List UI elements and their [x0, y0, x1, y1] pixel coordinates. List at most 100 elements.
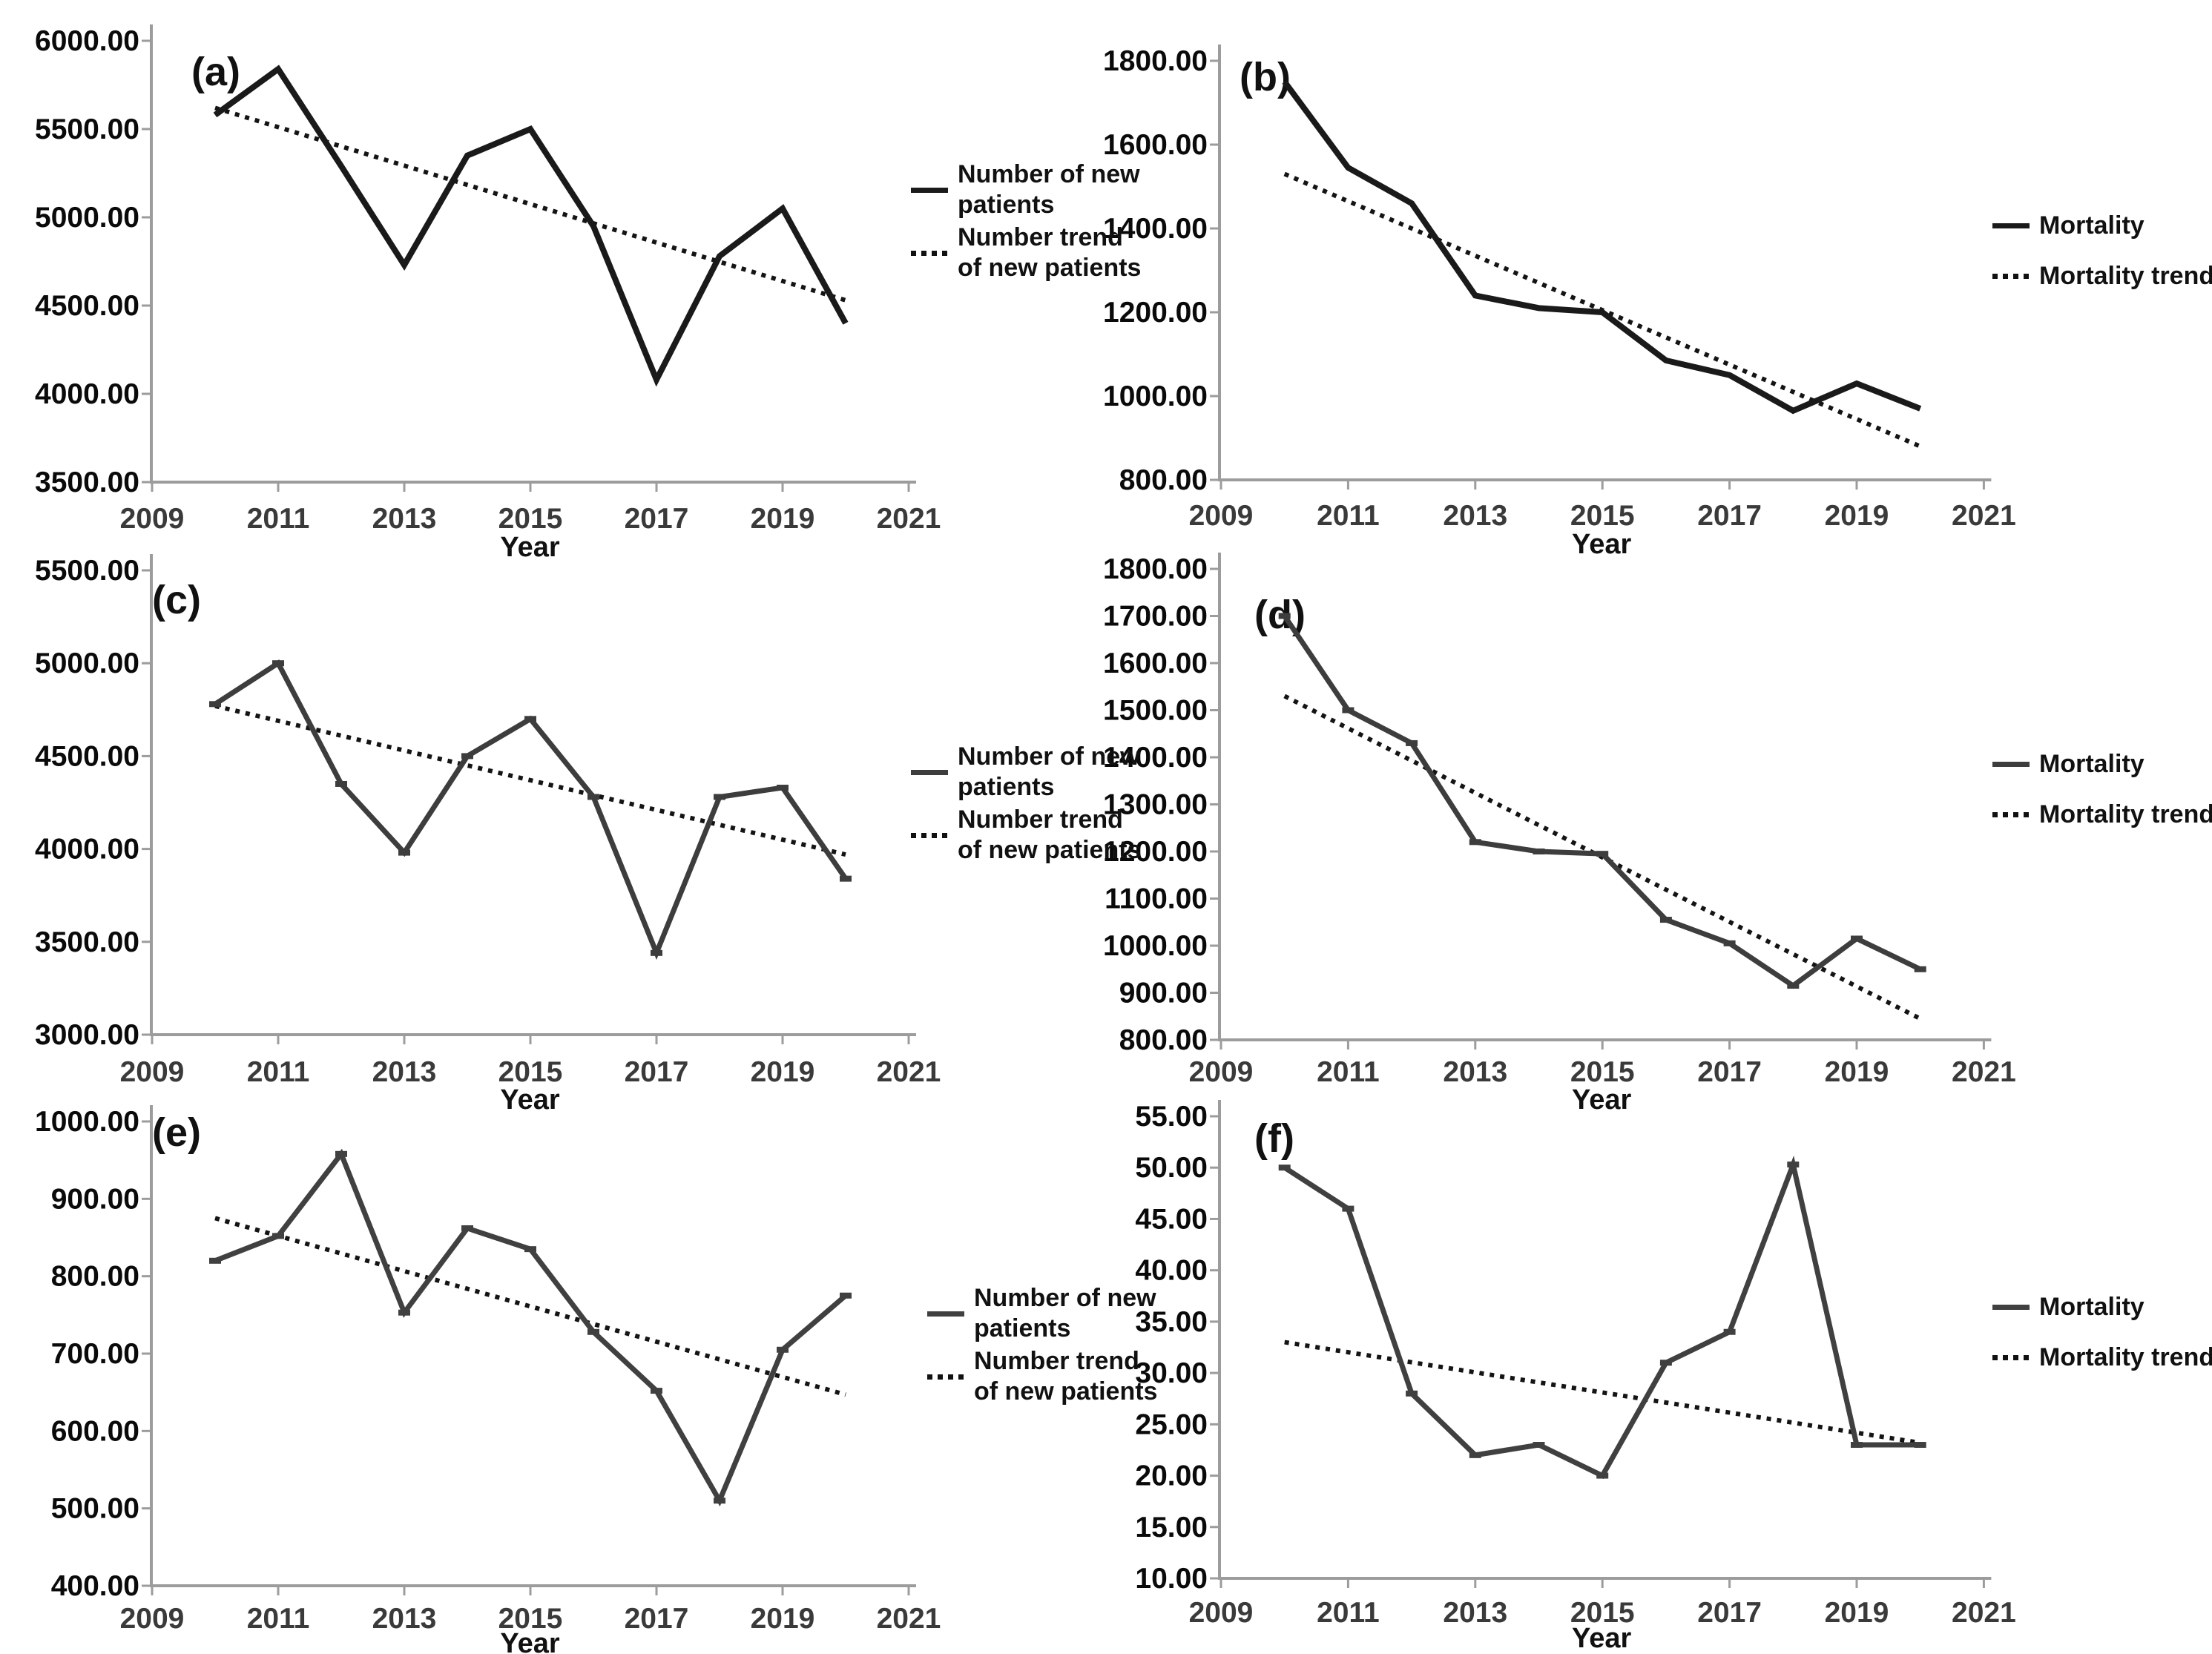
x-tick-label: 2009	[120, 503, 185, 535]
y-tick-label: 1100.00	[1105, 883, 1208, 915]
x-tick-label: 2009	[1189, 1056, 1254, 1088]
legend-dotted-line-icon	[911, 832, 948, 838]
x-tick-label: 2017	[625, 1056, 689, 1088]
x-axis-title: Year	[1572, 1623, 1632, 1654]
y-tick-label: 1600.00	[1103, 648, 1208, 679]
trend-line	[214, 1216, 846, 1397]
y-tick-label: 5000.00	[35, 648, 139, 679]
y-tick-label: 3500.00	[35, 926, 139, 958]
data-point-marker	[1851, 1442, 1863, 1449]
trend-line	[1284, 1340, 1921, 1446]
legend-item-label: Number trend of new patients	[958, 223, 1142, 282]
y-tick-label: 1000.00	[1103, 930, 1208, 962]
y-tick-label: 1300.00	[1103, 789, 1208, 821]
y-tick-label: 6000.00	[35, 25, 139, 57]
legend-item-label: Number trend of new patients	[958, 805, 1142, 864]
data-point-marker	[1787, 1162, 1800, 1168]
series-line	[213, 65, 849, 387]
x-tick-label: 2015	[1570, 500, 1635, 532]
x-tick-label: 2011	[1317, 1597, 1380, 1629]
data-point-marker	[1659, 917, 1672, 923]
x-tick-label: 2019	[751, 1603, 815, 1635]
legend-item: Mortality trend	[1992, 800, 2212, 830]
legend-item: Number trend of new patients	[927, 1346, 1157, 1407]
data-point-marker	[272, 1233, 284, 1239]
legend-item: Mortality	[1992, 1292, 2212, 1322]
trend-line	[214, 105, 846, 303]
y-tick-label: 4500.00	[35, 740, 139, 772]
legend-item: Number of new patients	[911, 742, 1141, 803]
y-tick-label: 400.00	[51, 1570, 139, 1602]
panel-letter: (f)	[1254, 1116, 1294, 1161]
y-tick-label: 600.00	[51, 1415, 139, 1447]
legend-dotted-line-icon	[1992, 812, 2030, 817]
y-tick-label: 1000.00	[1103, 380, 1208, 412]
y-tick-label: 1400.00	[1103, 742, 1208, 774]
legend-solid-line-icon	[927, 1311, 964, 1317]
y-tick-label: 800.00	[51, 1261, 139, 1293]
x-tick-label: 2019	[751, 1056, 815, 1088]
x-tick-label: 2013	[1443, 500, 1507, 532]
data-point-marker	[335, 1150, 347, 1157]
x-tick-label: 2009	[120, 1603, 185, 1635]
x-tick-label: 2021	[1952, 500, 2016, 532]
panel-letter: (e)	[152, 1110, 201, 1155]
legend-item: Mortality	[1992, 211, 2212, 241]
y-tick-label: 4500.00	[35, 290, 139, 322]
y-tick-label: 20.00	[1135, 1460, 1208, 1492]
chart-panel-b: 1800.00 1600.00 1400.00 1200.00 1000.00 800.0…	[1103, 45, 2016, 560]
x-tick-label: 2011	[1317, 1056, 1380, 1088]
y-tick-label: 900.00	[51, 1183, 139, 1215]
x-tick-label: 2021	[1952, 1056, 2016, 1088]
legend-dotted-line-icon	[1992, 274, 2030, 279]
data-point-marker	[335, 780, 347, 787]
y-tick-label: 15.00	[1135, 1512, 1208, 1543]
data-point-marker	[1278, 613, 1291, 619]
legend-panel-d: Mortality Mortality trend	[1992, 749, 2212, 830]
legend-panel-c: Number of new patients Number trend of new …	[911, 742, 1141, 866]
legend-panel-e: Number of new patients Number trend of new …	[927, 1283, 1157, 1407]
y-tick-label: 1200.00	[1103, 836, 1208, 868]
y-tick-label: 1600.00	[1103, 129, 1208, 161]
y-tick-label: 10.00	[1135, 1563, 1208, 1595]
x-tick-label: 2013	[372, 1603, 437, 1635]
y-tick-label: 50.00	[1135, 1152, 1208, 1184]
y-tick-label: 4000.00	[35, 834, 139, 866]
trend-line	[214, 703, 846, 857]
x-tick-label: 2009	[1189, 500, 1254, 532]
series-line	[1282, 79, 1922, 415]
data-point-marker	[714, 794, 725, 800]
chart-panel-c: 5500.00 5000.00 4500.00 4000.00 3500.00 3000.…	[35, 554, 941, 1116]
data-point-marker	[1278, 1164, 1291, 1171]
data-point-marker	[1851, 935, 1863, 942]
y-tick-label: 700.00	[51, 1338, 139, 1370]
data-point-marker	[651, 949, 662, 956]
data-point-marker	[777, 784, 789, 791]
x-axis-title: Year	[500, 1084, 560, 1116]
x-tick-label: 2019	[751, 503, 815, 535]
legend-dotted-line-icon	[1992, 1355, 2030, 1360]
x-tick-label: 2019	[1825, 500, 1889, 532]
y-tick-label: 1500.00	[1103, 695, 1208, 727]
data-point-marker	[1469, 839, 1481, 846]
legend-item: Mortality trend	[1992, 261, 2212, 291]
y-tick-label: 25.00	[1135, 1408, 1208, 1440]
y-tick-label: 1800.00	[1103, 553, 1208, 585]
data-point-marker	[1406, 739, 1418, 746]
x-tick-label: 2015	[1570, 1597, 1635, 1629]
data-point-marker	[1342, 1205, 1354, 1212]
data-point-marker	[1659, 1360, 1672, 1366]
chart-panel-f: 55.00 50.00 45.00 40.00 35.00 30.00 25.00 20.00…	[1135, 1100, 2016, 1654]
legend-item-label: Mortality trend	[2039, 1343, 2212, 1371]
legend-item: Mortality trend	[1992, 1342, 2212, 1373]
legend-item-label: Mortality trend	[2039, 262, 2212, 290]
data-point-marker	[587, 794, 599, 800]
data-point-marker	[398, 1309, 410, 1316]
legend-item: Number of new patients	[911, 159, 1141, 220]
data-point-marker	[840, 1292, 852, 1299]
legend-item-label: Mortality trend	[2039, 800, 2212, 828]
legend-item: Number trend of new patients	[911, 805, 1141, 866]
y-tick-label: 900.00	[1119, 978, 1208, 1009]
x-tick-label: 2017	[625, 1603, 689, 1635]
